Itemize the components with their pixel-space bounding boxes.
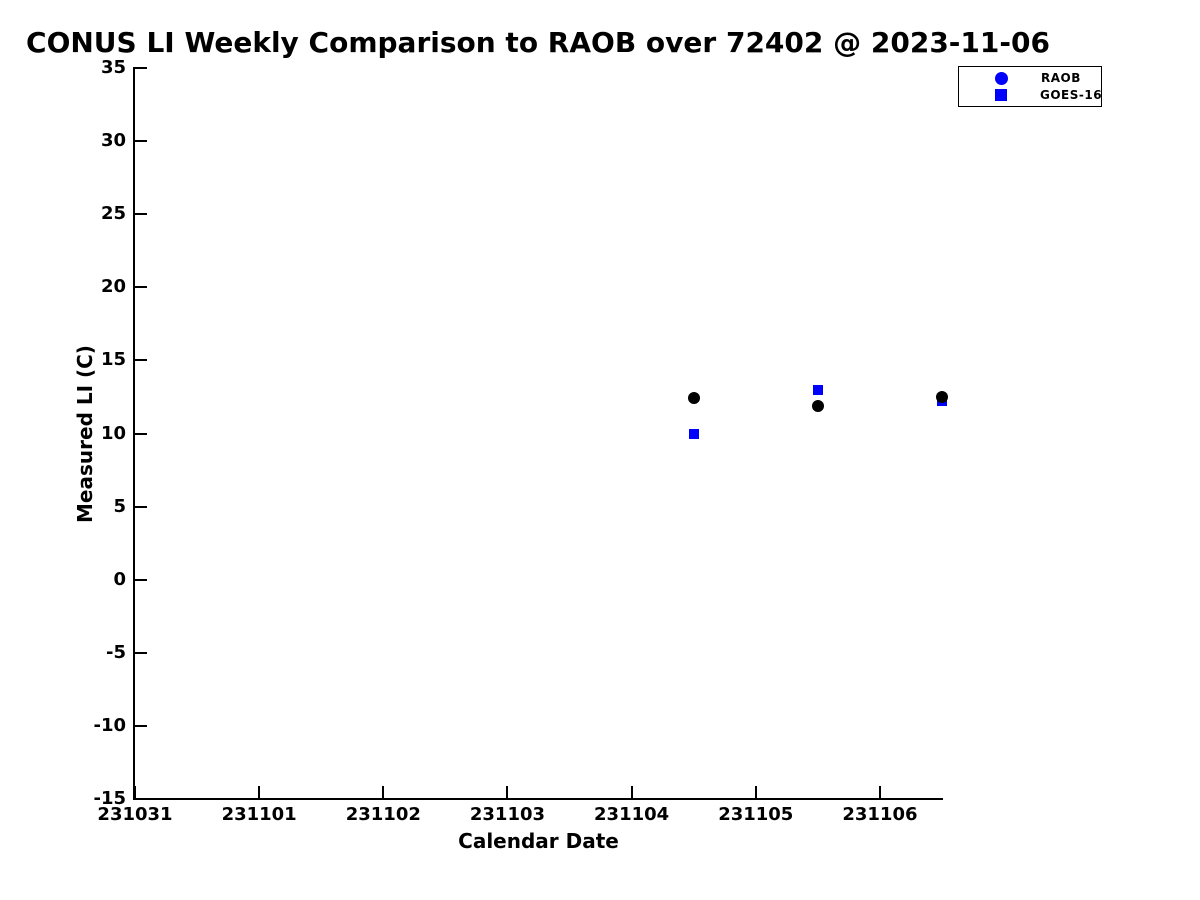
raob-data-point (687, 392, 700, 405)
legend-label: RAOB (1041, 71, 1081, 85)
legend-rows: RAOB GOES-16 (959, 70, 1103, 104)
goes-16-data-point (812, 384, 823, 395)
y-tick-label: 30 (100, 130, 126, 152)
y-tick-mark (135, 798, 147, 800)
x-tick-label: 231103 (469, 804, 546, 825)
legend-square-icon (995, 89, 1007, 101)
y-tick-label: 10 (100, 422, 126, 444)
x-tick-mark (134, 786, 136, 798)
legend: RAOB GOES-16 (958, 66, 1102, 107)
y-tick-label: 20 (100, 276, 126, 298)
legend-circle-icon (995, 71, 1008, 85)
y-tick-label: 5 (113, 495, 126, 517)
x-tick-mark (630, 786, 633, 798)
y-tick-mark (135, 359, 147, 362)
y-tick-mark (135, 432, 147, 435)
x-tick-label: 231102 (345, 804, 421, 825)
y-tick-label: 0 (113, 568, 126, 590)
y-tick-label: 35 (100, 57, 126, 78)
y-tick-mark (135, 286, 147, 289)
x-tick-mark (506, 786, 509, 798)
x-tick-label: 231101 (221, 804, 297, 825)
x-tick-label: 231105 (718, 804, 794, 825)
legend-row-goes-16: GOES-16 (959, 87, 1103, 104)
y-axis-spine (133, 67, 135, 800)
y-tick-mark (135, 67, 147, 69)
legend-row-raob: RAOB (959, 70, 1101, 87)
y-tick-label: 15 (100, 349, 126, 371)
y-tick-mark (135, 724, 147, 727)
y-tick-mark (135, 140, 147, 143)
y-tick-mark (135, 651, 147, 654)
goes-16-data-point (688, 428, 699, 439)
x-axis-spine (133, 798, 943, 800)
y-tick-label: -15 (93, 788, 126, 809)
y-tick-label: 25 (100, 203, 126, 225)
legend-label: GOES-16 (1040, 88, 1103, 102)
x-tick-label: 231031 (97, 804, 173, 825)
y-tick-mark (135, 213, 147, 216)
x-tick-label: 231106 (842, 804, 918, 825)
x-tick-mark (754, 786, 757, 798)
x-tick-mark (258, 786, 261, 798)
chart-title: CONUS LI Weekly Comparison to RAOB over … (26, 26, 1050, 59)
y-tick-mark (135, 578, 147, 581)
y-tick-label: -5 (106, 641, 126, 663)
x-tick-mark (878, 786, 881, 798)
y-tick-label: -10 (93, 714, 126, 736)
raob-data-point (811, 399, 824, 412)
x-tick-mark (382, 786, 385, 798)
y-tick-mark (135, 505, 147, 508)
x-tick-label: 231104 (594, 804, 670, 825)
x-axis-label: Calendar Date (458, 829, 619, 853)
raob-data-point (936, 390, 948, 403)
